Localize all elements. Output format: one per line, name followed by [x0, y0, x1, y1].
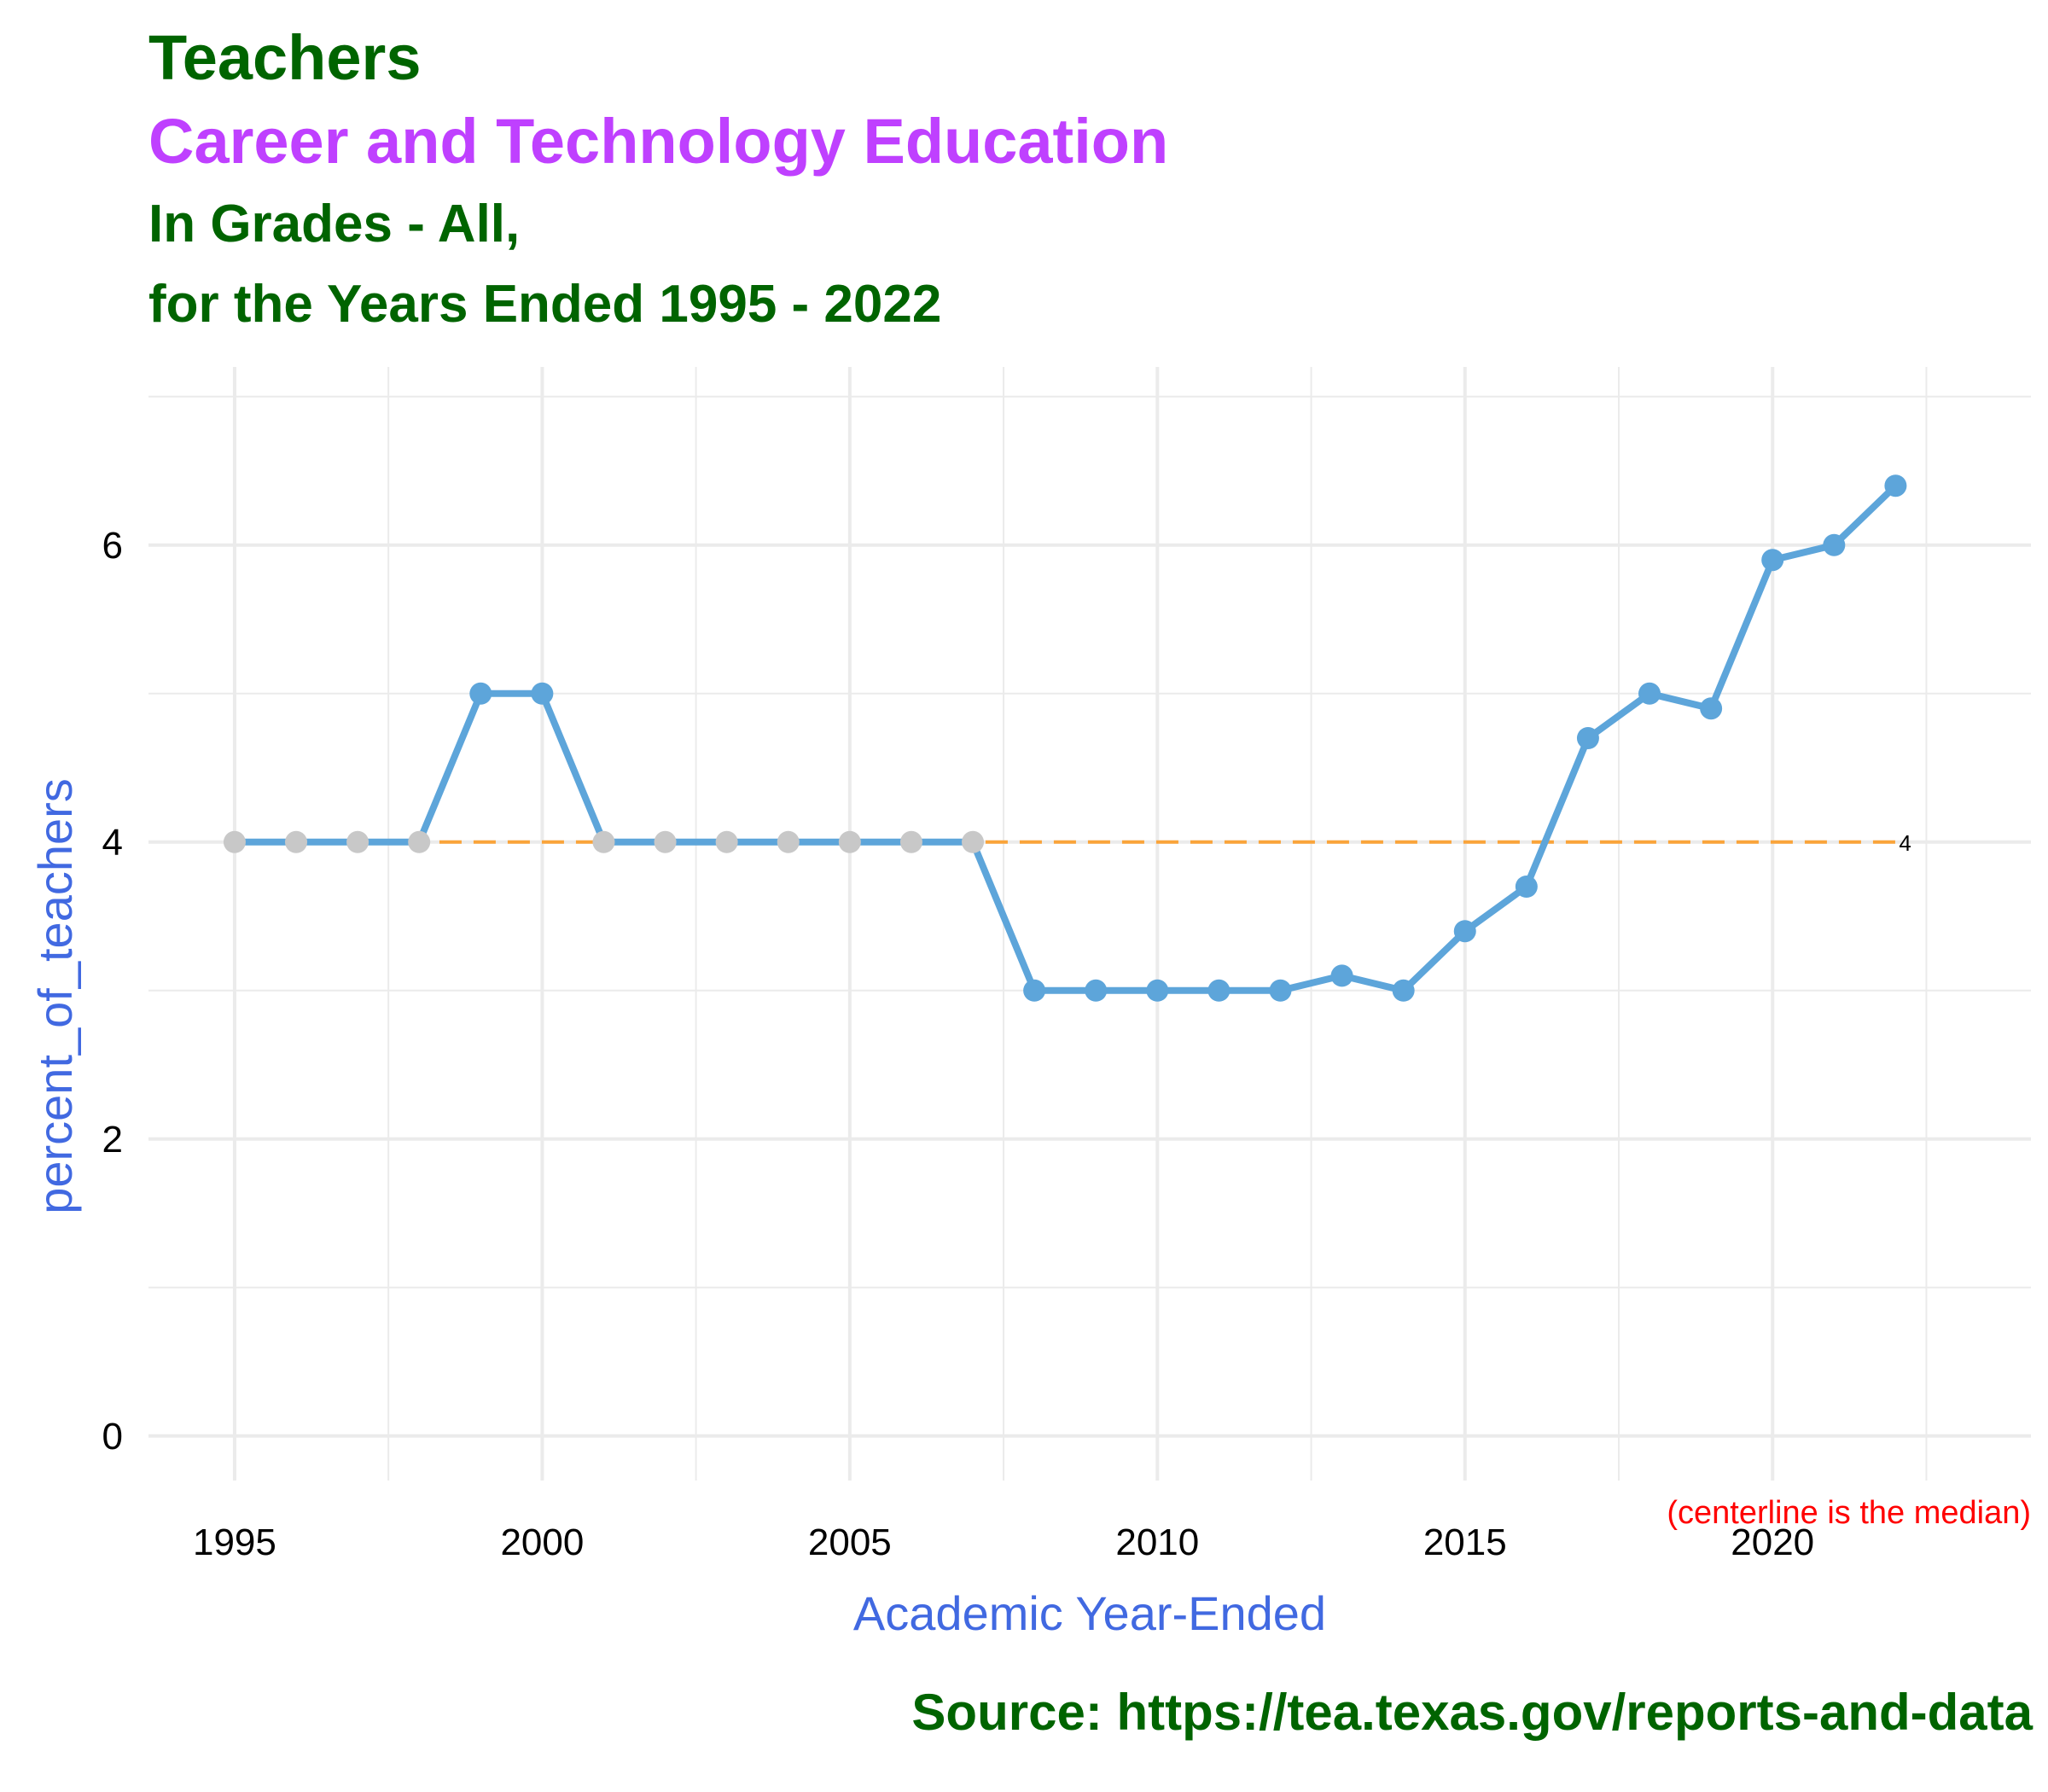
data-point	[469, 682, 492, 705]
chart-title: Teachers	[148, 22, 422, 93]
source-caption: Source: https://tea.texas.gov/reports-an…	[911, 1684, 2033, 1741]
y-tick-label: 4	[102, 822, 123, 864]
data-point	[285, 830, 308, 853]
y-tick-label: 0	[102, 1416, 123, 1457]
data-point	[1269, 979, 1292, 1002]
x-axis-title: Academic Year-Ended	[853, 1586, 1326, 1640]
data-point	[1207, 979, 1231, 1002]
chart-subtitle-years: for the Years Ended 1995 - 2022	[148, 275, 942, 334]
data-point	[1330, 964, 1353, 987]
grid	[148, 367, 2031, 1481]
x-tick-label: 2005	[808, 1521, 892, 1563]
data-point	[1884, 474, 1907, 497]
median-value-label: 4	[1899, 830, 1911, 856]
x-tick-label: 1995	[193, 1521, 276, 1563]
data-point	[1761, 549, 1784, 572]
data-point	[1700, 697, 1723, 720]
centerline-note: (centerline is the median)	[1667, 1495, 2031, 1531]
data-point	[408, 830, 431, 853]
data-point	[777, 830, 800, 853]
data-point	[1392, 979, 1415, 1002]
data-point	[838, 830, 861, 853]
data-point	[346, 830, 369, 853]
data-points	[223, 474, 1907, 1002]
data-point	[1576, 727, 1599, 749]
data-point	[715, 830, 738, 853]
x-tick-label: 2015	[1423, 1521, 1507, 1563]
y-axis-title: percent_of_teachers	[28, 778, 82, 1214]
chart-subtitle: Career and Technology Education	[148, 106, 1169, 177]
axis-ticks: 1995 2000 2005 2010 2015 2020 0 2 4 6	[102, 525, 1815, 1563]
data-point	[654, 830, 677, 853]
data-point	[531, 682, 554, 705]
data-point	[1453, 920, 1476, 943]
title-block: Teachers Career and Technology Education…	[148, 17, 1168, 345]
data-point	[1146, 979, 1169, 1002]
chart-subtitle-grades: In Grades - All,	[148, 195, 521, 253]
y-tick-label: 6	[102, 525, 123, 567]
data-point	[1515, 876, 1538, 898]
data-point	[592, 830, 615, 853]
y-tick-label: 2	[102, 1119, 123, 1161]
series-polyline	[230, 482, 1900, 994]
x-tick-label: 2010	[1115, 1521, 1199, 1563]
data-point	[1085, 979, 1108, 1002]
data-point	[1638, 682, 1661, 705]
data-point	[899, 830, 922, 853]
data-point	[962, 830, 985, 853]
data-point	[1023, 979, 1046, 1002]
x-tick-label: 2020	[1731, 1521, 1814, 1563]
data-point	[1823, 533, 1846, 556]
x-tick-label: 2000	[500, 1521, 584, 1563]
data-point	[223, 830, 246, 853]
series-line	[230, 482, 1900, 994]
